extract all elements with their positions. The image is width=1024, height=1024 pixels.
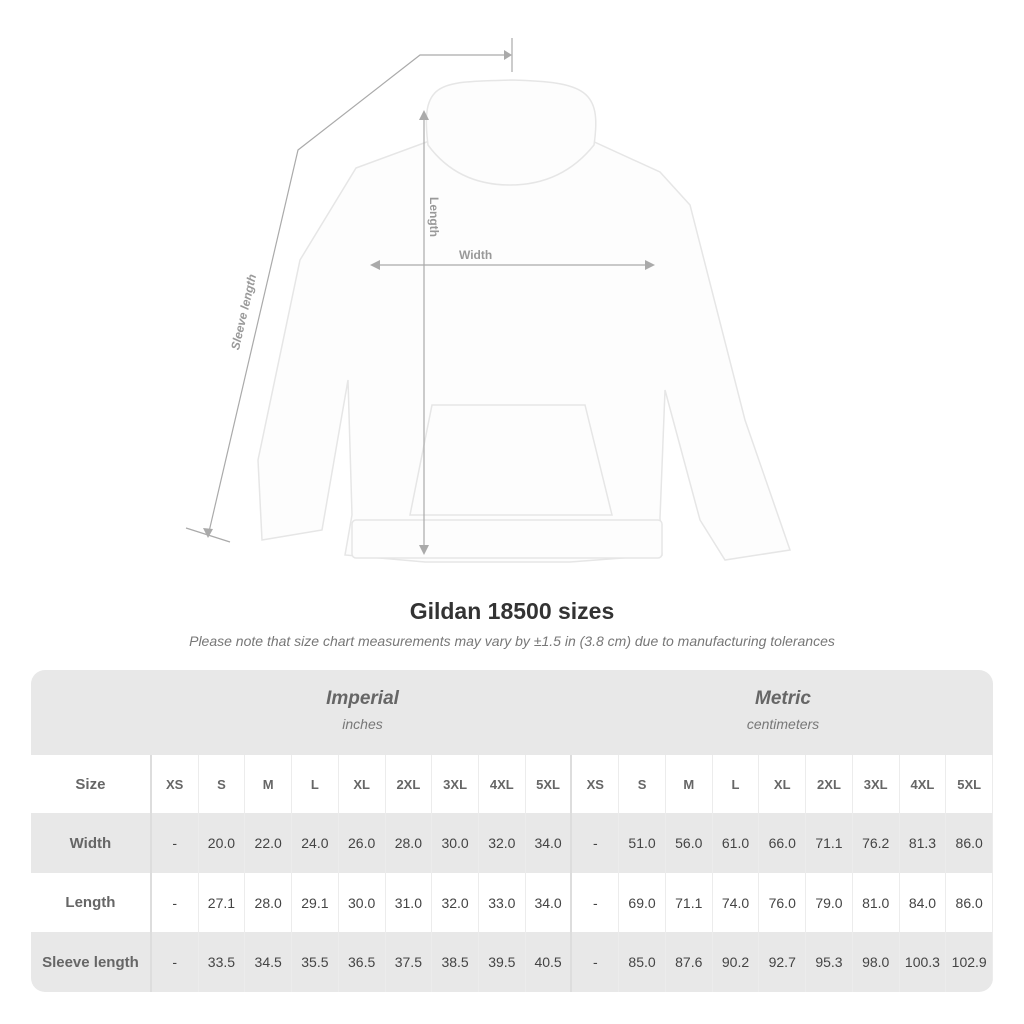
value-cell: 90.2 (713, 932, 760, 992)
value-cell: 34.0 (526, 813, 573, 873)
value-cell: 38.5 (432, 932, 479, 992)
value-cell: 76.0 (759, 873, 807, 932)
value-cell: 51.0 (619, 813, 666, 873)
value-cell: 86.0 (946, 873, 993, 932)
table-row: Sleeve length -33.5 34.5 35.5 36.5 37.5 38.5 39… (31, 932, 993, 992)
value-cell: 84.0 (900, 873, 947, 932)
group-name: Metric (755, 688, 811, 709)
value-cell: - (152, 813, 199, 873)
hoodie-illustration (257, 79, 792, 563)
size-header-cell: XL (759, 755, 807, 813)
row-label: Width (31, 813, 152, 873)
value-cell: 35.5 (292, 932, 339, 992)
value-cell: 85.0 (619, 932, 666, 992)
value-cell: 22.0 (245, 813, 293, 873)
value-cell: - (572, 813, 620, 873)
value-cell: 71.1 (666, 873, 713, 932)
size-header-cell: 3XL (853, 755, 900, 813)
value-cell: 76.2 (853, 813, 900, 873)
group-unit: inches (342, 716, 383, 732)
value-cell: 28.0 (245, 873, 293, 932)
size-header-cell: 3XL (432, 755, 479, 813)
page-title: Gildan 18500 sizes (409, 598, 615, 624)
size-header-cell: 5XL (946, 755, 993, 813)
value-cell: 95.3 (806, 932, 853, 992)
table-row: Width -20.0 22.0 24.0 26.0 28.0 30.0 32.0 34.0-5… (31, 813, 993, 873)
value-cell: 81.3 (900, 813, 947, 873)
value-cell: 102.9 (946, 932, 993, 992)
table-header-band (31, 670, 993, 755)
value-cell: 71.1 (806, 813, 853, 873)
value-cell: 30.0 (339, 873, 386, 932)
value-cell: 37.5 (386, 932, 433, 992)
value-cell: - (572, 873, 620, 932)
tolerance-note: Please note that size chart measurements… (189, 633, 835, 649)
size-header-cell: 2XL (386, 755, 433, 813)
value-cell: 29.1 (292, 873, 339, 932)
group-name: Imperial (326, 688, 399, 709)
size-header-cell: S (199, 755, 246, 813)
size-header-cell: XS (152, 755, 199, 813)
value-cell: 28.0 (386, 813, 433, 873)
value-cell: 56.0 (666, 813, 713, 873)
size-header-cell: 5XL (526, 755, 573, 813)
size-header-cell: 2XL (806, 755, 853, 813)
value-cell: - (572, 932, 620, 992)
value-cell: 66.0 (759, 813, 807, 873)
row-label: Length (31, 873, 152, 932)
size-header-cell: XL (339, 755, 386, 813)
size-header-cell: XS (572, 755, 620, 813)
value-cell: - (152, 932, 199, 992)
measurement-lines (185, 38, 653, 552)
value-cell: 26.0 (339, 813, 386, 873)
value-cell: 33.0 (479, 873, 526, 932)
value-cell: 92.7 (759, 932, 807, 992)
value-cell: 39.5 (479, 932, 526, 992)
value-cell: - (152, 873, 199, 932)
value-cell: 30.0 (432, 813, 479, 873)
value-cell: 86.0 (946, 813, 993, 873)
value-cell: 27.1 (199, 873, 246, 932)
value-cell: 100.3 (900, 932, 947, 992)
value-cell: 74.0 (713, 873, 760, 932)
value-cell: 33.5 (199, 932, 246, 992)
size-header-cell: L (292, 755, 339, 813)
hoodie-diagram (185, 38, 792, 563)
value-cell: 34.0 (526, 873, 573, 932)
value-cell: 40.5 (526, 932, 573, 992)
size-header-cell: S (619, 755, 666, 813)
size-header-cell: M (666, 755, 713, 813)
value-cell: 81.0 (853, 873, 900, 932)
value-cell: 32.0 (479, 813, 526, 873)
group-metric: Metric centimeters (573, 670, 993, 755)
size-header-cell: 4XL (900, 755, 947, 813)
value-cell: 61.0 (713, 813, 760, 873)
group-imperial: Imperial inches (152, 670, 573, 755)
value-cell: 87.6 (666, 932, 713, 992)
row-label: Size (31, 755, 152, 813)
value-cell: 32.0 (432, 873, 479, 932)
value-cell: 79.0 (806, 873, 853, 932)
width-label: Width (459, 248, 493, 262)
size-header-cell: M (245, 755, 293, 813)
size-header-cell: L (713, 755, 760, 813)
length-label: Length (427, 197, 441, 237)
size-header-row: Size XS S M L XL 2XL 3XL 4XL 5XL XS S M L XL 2XL 3XL 4XL 5… (31, 755, 993, 813)
value-cell: 31.0 (386, 873, 433, 932)
table-row: Length -27.1 28.0 29.1 30.0 31.0 32.0 33.0 34.0-… (31, 873, 993, 932)
value-cell: 69.0 (619, 873, 666, 932)
arrowheads (203, 50, 655, 555)
value-cell: 98.0 (853, 932, 900, 992)
group-unit: centimeters (746, 716, 820, 732)
size-table: Imperial inches Metric centimeters Size X… (31, 670, 993, 992)
value-cell: 20.0 (199, 813, 246, 873)
size-header-cell: 4XL (479, 755, 526, 813)
value-cell: 36.5 (339, 932, 386, 992)
row-label: Sleeve length (31, 932, 152, 992)
value-cell: 24.0 (292, 813, 339, 873)
value-cell: 34.5 (245, 932, 293, 992)
